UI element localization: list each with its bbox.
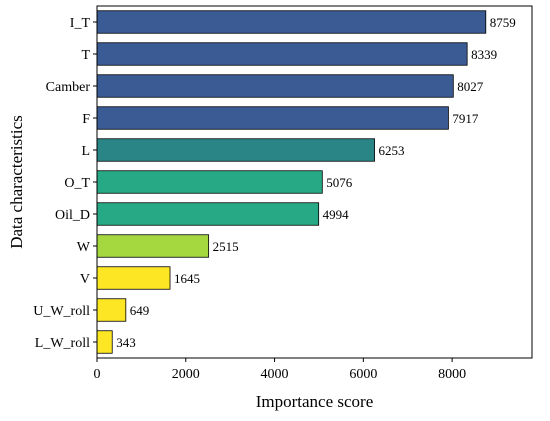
y-tick-label: W [77,240,91,255]
bar-f [96,106,449,130]
x-tick-label: 8000 [438,367,466,382]
y-tick-label: O_T [64,176,90,191]
y-axis-title: Data characteristics [7,115,26,249]
value-label: 5076 [326,175,353,190]
bar-v [96,266,171,290]
bar-l-w-roll [96,330,113,354]
x-tick-label: 6000 [349,367,377,382]
category-labels-group: I_T T Camber F L O_T Oil_D W V U_W_roll L_W_roll [33,16,97,351]
x-axis-title: Importance score [256,392,374,411]
y-tick-label: Oil_D [55,208,90,223]
bar-w [96,234,210,258]
y-tick-label: L [81,144,90,159]
value-label: 6253 [379,143,405,158]
y-tick-label: V [80,272,90,287]
value-label: 8027 [457,79,484,94]
x-axis-group: 0 2000 4000 6000 8000 [94,358,466,382]
value-labels-group: 8759 8339 8027 7917 6253 5076 4994 2515 1645 649 3… [116,15,516,350]
y-tick-label: L_W_roll [35,336,90,351]
value-label: 8759 [490,15,516,30]
y-tick-label: U_W_roll [33,304,90,319]
bar-camber [96,74,454,98]
bar-l [96,138,375,162]
bar-oil-d [96,202,320,226]
y-tick-label: I_T [70,16,91,31]
value-label: 649 [130,303,150,318]
y-tick-label: Camber [46,80,91,95]
value-label: 2515 [213,239,239,254]
value-label: 343 [116,335,136,350]
plot-frame [96,5,533,359]
value-label: 8339 [471,47,497,62]
y-tick-label: F [82,112,90,127]
x-tick-label: 0 [94,367,101,382]
value-label: 4994 [323,207,350,222]
bar-t [96,42,468,66]
bar-o-t [96,170,323,194]
x-tick-label: 2000 [172,367,200,382]
value-label: 7917 [452,111,479,126]
value-label: 1645 [174,271,200,286]
x-tick-label: 4000 [261,367,289,382]
y-tick-label: T [81,48,90,63]
bars-group [96,10,487,354]
bar-i-t [96,10,487,34]
bar-u-w-roll [96,298,127,322]
